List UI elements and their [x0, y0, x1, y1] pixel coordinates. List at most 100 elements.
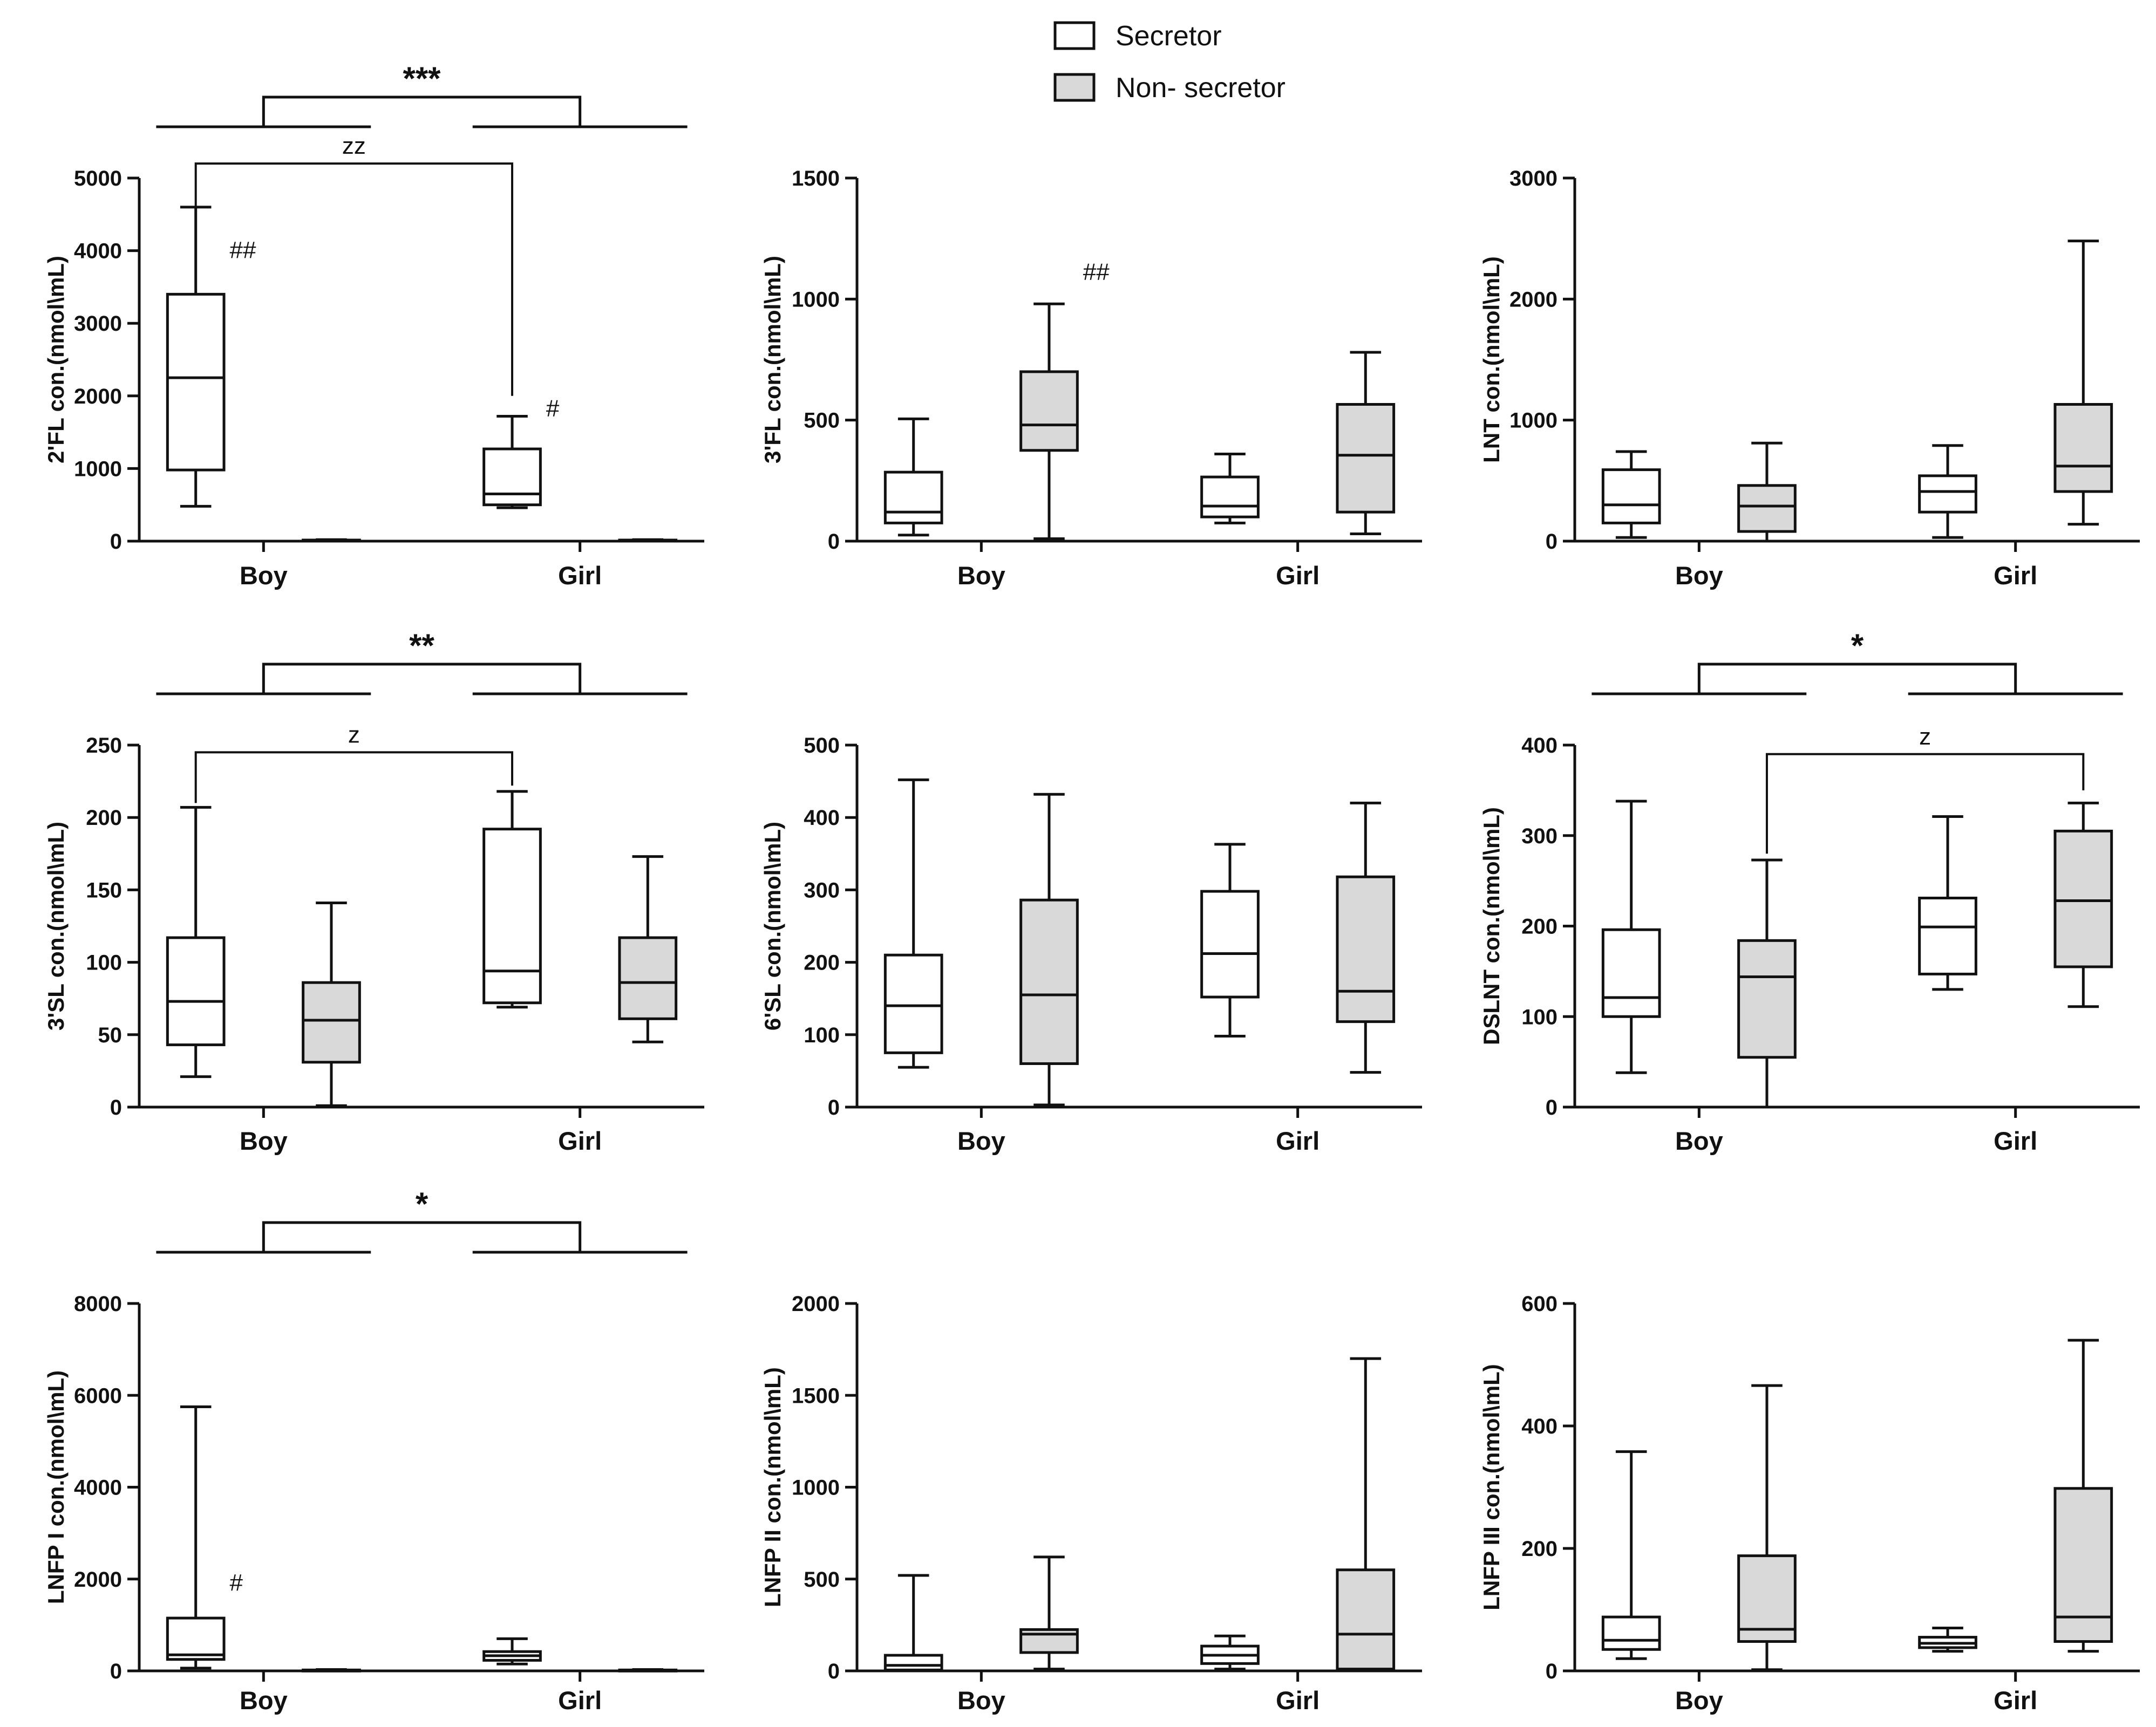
pair-bracket-label: zz	[342, 133, 366, 159]
x-category-label-girl: Girl	[1994, 1127, 2037, 1155]
group-bracket: *	[1592, 627, 2123, 695]
y-tick-label: 1000	[792, 1476, 840, 1500]
y-tick-label: 8000	[74, 1292, 122, 1316]
bracket-connector	[262, 663, 582, 694]
box-secretor-boy	[1601, 1450, 1661, 1660]
x-category-label-boy: Boy	[957, 1686, 1005, 1715]
iqr-box	[618, 936, 678, 1020]
y-tick-label: 0	[828, 1660, 840, 1683]
iqr-box	[1737, 484, 1797, 533]
box-secretor-girl	[482, 414, 542, 509]
panel-3sl: 0 50 100 150 200 250 Boy Girl 3'SL con.(nmol\mL)…	[43, 627, 704, 1155]
box-non-secretor-boy	[302, 902, 361, 1107]
y-tick-label: 250	[86, 734, 122, 757]
iqr-box	[482, 828, 542, 1005]
y-tick-label: 0	[110, 1096, 122, 1120]
y-axis-label: 3'FL con.(nmol\mL)	[760, 256, 785, 463]
iqr-box	[1336, 403, 1396, 514]
panel-2fl: 0 1000 2000 3000 4000 5000 Boy Girl 2'FL con.(nm…	[43, 60, 704, 590]
bracket-connector	[262, 1221, 582, 1252]
iqr-box	[166, 1616, 226, 1661]
x-category-label-boy: Boy	[1675, 1686, 1723, 1715]
y-tick-label: 500	[804, 734, 840, 757]
panel-3fl: 0 500 1000 1500 Boy Girl 3'FL con.(nmol\mL) ##	[760, 167, 1422, 590]
legend-label-secretor: Secretor	[1116, 21, 1222, 52]
iqr-box	[166, 936, 226, 1047]
x-category-label-girl: Girl	[558, 1127, 602, 1155]
y-tick-label: 400	[1521, 734, 1558, 757]
y-tick-label: 0	[110, 530, 122, 554]
iqr-box	[883, 470, 943, 524]
significance-mark: ##	[230, 237, 256, 263]
iqr-box	[1200, 890, 1260, 999]
box-non-secretor-girl	[618, 538, 678, 543]
iqr-box	[166, 292, 226, 472]
y-axis-label: LNT con.(nmol\mL)	[1479, 256, 1504, 463]
x-category-label-girl: Girl	[1994, 561, 2037, 590]
y-tick-label: 500	[804, 1568, 840, 1592]
legend: Secretor Non- secretor	[1053, 21, 1286, 104]
pair-bracket-line	[194, 751, 514, 803]
iqr-box	[1019, 898, 1079, 1065]
y-tick-label: 1500	[792, 167, 840, 190]
iqr-box	[2053, 1487, 2113, 1643]
iqr-box	[302, 981, 361, 1064]
box-secretor-boy	[166, 206, 226, 508]
box-non-secretor-boy	[302, 1668, 361, 1673]
y-tick-label: 600	[1521, 1292, 1558, 1316]
box-non-secretor-girl	[1336, 351, 1396, 536]
x-category-label-boy: Boy	[1675, 561, 1723, 590]
bracket-connector	[262, 95, 582, 127]
bracket-significance-label: *	[1851, 627, 1864, 664]
box-secretor-girl	[1918, 815, 1977, 991]
x-category-label-boy: Boy	[1675, 1127, 1723, 1155]
y-tick-label: 300	[804, 878, 840, 902]
box-secretor-girl	[1200, 1634, 1260, 1671]
iqr-box	[1601, 928, 1661, 1018]
y-tick-label: 100	[804, 1023, 840, 1047]
panel-lnfp2: 0 500 1000 1500 2000 Boy Girl LNFP II con.(nmol…	[760, 1292, 1422, 1715]
x-category-label-girl: Girl	[1276, 1127, 1320, 1155]
y-tick-label: 6000	[74, 1384, 122, 1408]
box-non-secretor-girl	[618, 1668, 678, 1673]
y-tick-label: 1000	[792, 288, 840, 311]
y-axis-label: 2'FL con.(nmol\mL)	[43, 256, 69, 463]
iqr-box	[883, 953, 943, 1054]
iqr-box	[482, 447, 542, 507]
y-tick-label: 150	[86, 878, 122, 902]
iqr-box	[1601, 1615, 1661, 1651]
iqr-box	[1918, 474, 1977, 514]
y-tick-label: 200	[1521, 915, 1558, 939]
y-tick-label: 400	[1521, 1415, 1558, 1438]
bracket-connector	[1697, 663, 2017, 694]
x-category-label-girl: Girl	[558, 561, 602, 590]
y-tick-label: 2000	[74, 1568, 122, 1592]
significance-mark: ##	[1083, 258, 1110, 285]
y-axis-label: 6'SL con.(nmol\mL)	[760, 822, 785, 1030]
legend-swatch-non-secretor	[1053, 73, 1096, 102]
iqr-box	[883, 1654, 943, 1671]
box-secretor-girl	[1918, 444, 1977, 539]
pair-bracket: zz	[194, 133, 514, 396]
x-category-label-girl: Girl	[1994, 1686, 2037, 1715]
box-secretor-boy	[166, 1405, 226, 1670]
x-category-label-boy: Boy	[240, 1127, 288, 1155]
y-tick-label: 400	[804, 806, 840, 830]
y-tick-label: 100	[86, 951, 122, 975]
box-non-secretor-boy	[1737, 858, 1797, 1109]
box-non-secretor-girl	[2053, 801, 2113, 1008]
y-tick-label: 0	[828, 530, 840, 554]
bracket-significance-label: *	[416, 1186, 429, 1222]
pair-bracket-label: z	[348, 721, 360, 748]
box-secretor-girl	[1918, 1627, 1977, 1653]
y-tick-label: 2000	[792, 1292, 840, 1316]
x-category-label-boy: Boy	[240, 1686, 288, 1715]
box-secretor-girl	[1200, 843, 1260, 1037]
group-bracket: *	[156, 1186, 688, 1254]
y-tick-label: 4000	[74, 1476, 122, 1500]
y-tick-label: 200	[86, 806, 122, 830]
box-non-secretor-girl	[618, 855, 678, 1043]
box-secretor-boy	[883, 778, 943, 1069]
